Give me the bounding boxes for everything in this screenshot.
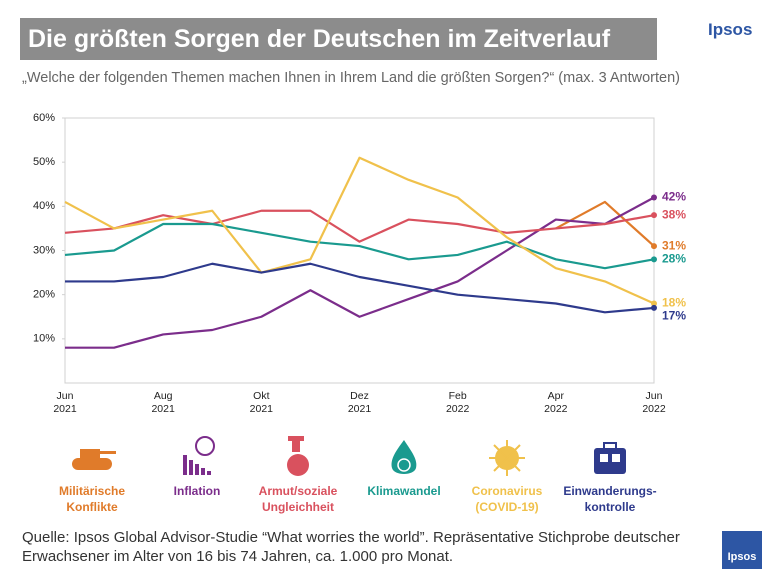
end-point [651,304,657,311]
x-tick-label: Jun 2022 [642,390,666,415]
brand: Ipsos [708,20,753,39]
x-tick-label: Aug 2021 [151,390,175,415]
series-line [64,222,655,270]
value-label: 28% [662,252,686,266]
value-label: 18% [662,296,686,310]
end-point [651,243,657,250]
icon-poverty [287,436,309,476]
value-label: 17% [662,309,686,323]
y-tick-label: 60% [33,112,55,124]
y-tick-label: 20% [33,289,55,301]
legend-label: Militärische Konflikte [58,484,126,514]
x-tick-label: Dez 2021 [347,390,372,415]
chart-title: Die größten Sorgen der Deutschen im Zeit… [20,18,657,60]
value-label: 42% [662,190,686,204]
x-tick-label: Jun 2021 [53,390,77,415]
x-tick-label: Okt 2021 [249,390,273,415]
end-point [651,300,657,307]
series-line [64,156,655,305]
series-line [65,196,655,349]
series-line [65,262,655,314]
end-point [651,212,657,219]
icon-tank [72,449,116,470]
legend-label: Coronavirus (COVID-19) [471,484,543,514]
y-tick-label: 40% [33,200,55,212]
legend-label: Einwanderungs-kontrolle [563,484,657,514]
logo: Ipsos [722,531,762,569]
end-point [651,256,657,263]
legend-label: Armut/soziale Ungleichheit [258,484,338,514]
end-point [651,194,657,201]
y-tick-label: 50% [33,156,55,168]
legend-label: Klimawandel [367,484,441,498]
icon-climate [391,440,417,474]
subtitle: „Welche der folgenden Themen machen Ihne… [22,70,680,86]
icon-virus [489,440,525,476]
value-label: 38% [662,207,686,221]
y-tick-label: 30% [33,244,55,256]
x-tick-label: Apr 2022 [544,390,568,415]
x-tick-label: Feb 2022 [445,390,470,415]
series-line [555,200,655,247]
series-line [64,209,655,243]
icon-suitcase [594,442,626,474]
y-tick-label: 10% [33,333,55,345]
icon-inflation [183,436,215,475]
value-label: 31% [662,238,686,252]
source-note: Quelle: Ipsos Global Advisor-Studie “Wha… [22,529,680,565]
legend-label: Inflation [173,484,221,498]
